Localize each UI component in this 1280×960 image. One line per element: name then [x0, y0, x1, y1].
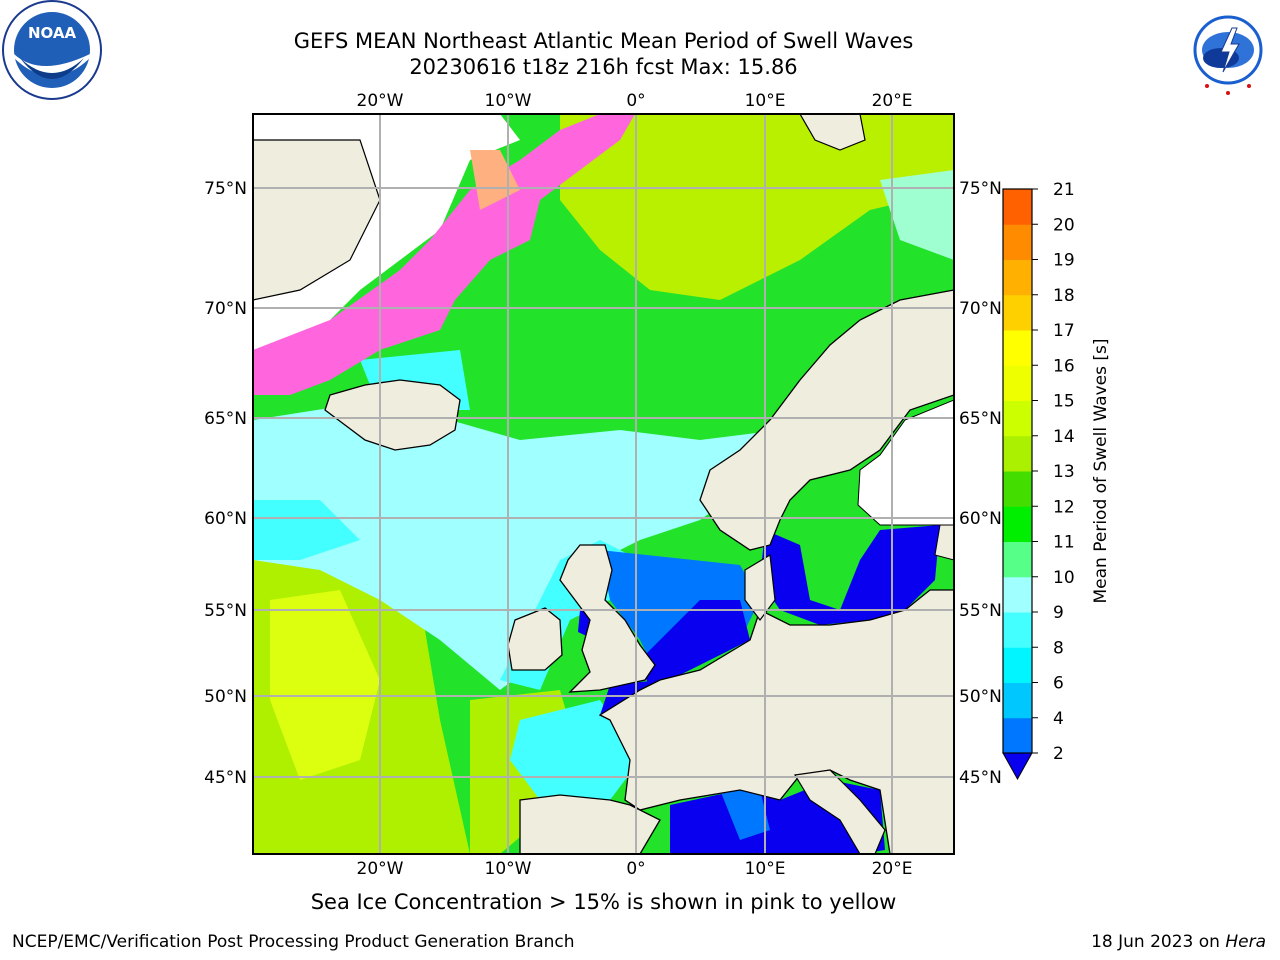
colorbar-tick-label: 2 — [1053, 744, 1064, 764]
lat-label: 55°N — [204, 601, 247, 621]
lat-label: 45°N — [204, 768, 247, 788]
colorbar-extension — [1002, 752, 1033, 781]
sea-ice-caption: Sea Ice Concentration > 15% is shown in … — [310, 890, 897, 914]
colorbar-segment — [1003, 471, 1032, 507]
colorbar-segment — [1003, 259, 1032, 296]
lat-labels-right: 75°N 70°N 65°N 60°N 55°N 50°N 45°N — [959, 179, 1002, 788]
colorbar-segment — [1003, 330, 1032, 366]
colorbar-tick-label: 12 — [1053, 497, 1075, 517]
colorbar-tick-label: 13 — [1053, 462, 1075, 482]
lat-label: 60°N — [204, 509, 247, 529]
noaa-logo-text: NOAA — [28, 24, 77, 42]
colorbar-segment — [1003, 435, 1032, 472]
chart-subtitle: 20230616 t18z 216h fcst Max: 15.86 — [409, 55, 798, 79]
colorbar-segment — [1003, 400, 1032, 437]
lon-labels-top: 20°W 10°W 0° 10°E 20°E — [357, 91, 913, 111]
colorbar-tick-label: 10 — [1053, 568, 1075, 588]
colorbar-segment — [1003, 647, 1032, 683]
colorbar-tick-label: 9 — [1053, 603, 1064, 623]
colorbar-tick-label: 11 — [1053, 533, 1075, 553]
lon-labels-bottom: 20°W 10°W 0° 10°E 20°E — [357, 859, 913, 879]
colorbar-tick-label: 16 — [1053, 356, 1075, 376]
lat-label: 70°N — [204, 299, 247, 319]
lat-label: 50°N — [959, 687, 1002, 707]
colorbar-segment — [1003, 682, 1032, 719]
lon-label: 20°W — [357, 91, 404, 111]
lat-label: 75°N — [204, 179, 247, 199]
lat-label: 60°N — [959, 509, 1002, 529]
colorbar-tick-label: 20 — [1053, 215, 1075, 235]
colorbar-tick-label: 19 — [1053, 251, 1075, 271]
colorbar-tick-label: 21 — [1053, 180, 1075, 200]
colorbar-segment — [1003, 294, 1032, 331]
colorbar-label: Mean Period of Swell Waves [s] — [1091, 339, 1111, 604]
lat-label: 65°N — [959, 409, 1002, 429]
colorbar-tick-label: 17 — [1053, 321, 1075, 341]
colorbar-segment — [1003, 717, 1032, 754]
lon-label: 0° — [626, 91, 645, 111]
lat-labels-left: 75°N 70°N 65°N 60°N 55°N 50°N 45°N — [204, 179, 247, 788]
lon-label: 20°W — [357, 859, 404, 879]
map-frame — [252, 113, 955, 855]
colorbar-segment — [1003, 365, 1032, 401]
colorbar-tick-label: 6 — [1053, 674, 1064, 694]
footer-date-text: 18 Jun 2023 on — [1091, 932, 1226, 952]
lon-label: 20°E — [872, 91, 913, 111]
lat-label: 75°N — [959, 179, 1002, 199]
noaa-logo: NOAA — [2, 0, 102, 100]
footer-credit: NCEP/EMC/Verification Post Processing Pr… — [12, 932, 575, 952]
lon-label: 10°E — [745, 859, 786, 879]
map-field — [253, 114, 954, 854]
lon-label: 20°E — [872, 859, 913, 879]
colorbar-segment — [1003, 189, 1032, 225]
colorbar-tick-label: 18 — [1053, 286, 1075, 306]
colorbar-tick-label: 14 — [1053, 427, 1075, 447]
lon-label: 10°W — [485, 859, 532, 879]
nws-logo — [1181, 3, 1275, 97]
lon-label: 10°E — [745, 91, 786, 111]
lat-label: 55°N — [959, 601, 1002, 621]
footer-host: Hera — [1225, 932, 1266, 952]
lat-label: 50°N — [204, 687, 247, 707]
colorbar-segment — [1003, 576, 1032, 613]
lon-label: 10°W — [485, 91, 532, 111]
colorbar-segment — [1003, 506, 1032, 542]
lat-label: 70°N — [959, 299, 1002, 319]
chart-title: GEFS MEAN Northeast Atlantic Mean Period… — [293, 29, 914, 53]
colorbar-segment — [1003, 541, 1032, 578]
colorbar: 2 4 6 8 9 10 11 12 13 14 15 16 17 18 19 20 21 — [1002, 180, 1075, 781]
lon-label: 0° — [626, 859, 645, 879]
footer-date: 18 Jun 2023 on Hera — [1091, 932, 1266, 952]
graticule — [253, 114, 954, 854]
colorbar-tick-label: 4 — [1053, 709, 1064, 729]
colorbar-tick-label: 8 — [1053, 638, 1064, 658]
colorbar-segment — [1003, 224, 1032, 260]
lat-label: 45°N — [959, 768, 1002, 788]
lat-label: 65°N — [204, 409, 247, 429]
colorbar-tick-label: 15 — [1053, 392, 1075, 412]
colorbar-segment — [1003, 612, 1032, 648]
